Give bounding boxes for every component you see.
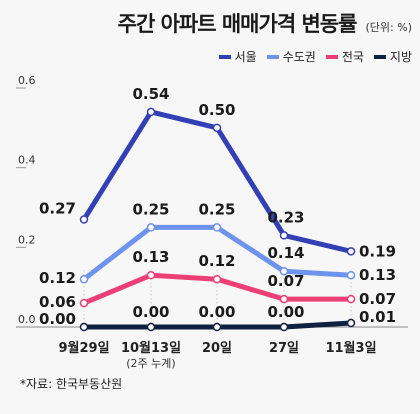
data-point <box>146 322 156 332</box>
data-label: 0.00 <box>267 303 304 321</box>
data-label: 0.07 <box>359 290 396 308</box>
data-label: 0.27 <box>39 199 76 217</box>
data-point <box>212 123 222 133</box>
data-label: 0.00 <box>39 310 76 328</box>
data-label: 0.19 <box>359 242 396 260</box>
legend-label-nationwide: 전국 <box>341 50 364 64</box>
legend-item-capital-area: 수도권 <box>266 48 316 65</box>
data-label: 0.00 <box>132 303 169 321</box>
data-point <box>212 274 222 284</box>
source-note: *자료: 한국부동산원 <box>20 377 123 391</box>
legend-swatch-provinces <box>373 54 386 59</box>
data-point <box>146 270 156 280</box>
legend-swatch-capital-area <box>266 54 279 59</box>
data-point <box>346 318 356 328</box>
data-label: 0.07 <box>267 272 304 290</box>
data-label: 0.25 <box>198 200 235 218</box>
data-point <box>279 231 289 240</box>
data-point <box>79 274 89 284</box>
data-label: 0.00 <box>198 303 235 321</box>
data-label: 0.54 <box>132 85 169 103</box>
data-label: 0.01 <box>359 308 396 326</box>
data-point <box>79 298 89 308</box>
y-tick-label: 0.4 <box>18 154 36 167</box>
x-tick-label: 9월29일 <box>58 340 109 356</box>
data-point <box>146 107 156 117</box>
x-tick-label: 10월13일 <box>121 340 181 356</box>
data-label: 0.13 <box>132 248 169 266</box>
legend-label-capital-area: 수도권 <box>282 50 316 64</box>
data-point <box>279 322 289 332</box>
data-label: 0.14 <box>267 244 304 262</box>
legend-label-provinces: 지방 <box>389 50 412 64</box>
data-label: 0.23 <box>267 208 304 226</box>
chart-title: 주간 아파트 매매가격 변동률 <box>117 12 358 36</box>
legend-swatch-nationwide <box>325 54 338 59</box>
y-tick-label: 0.0 <box>18 313 36 326</box>
data-label: 0.12 <box>39 269 76 287</box>
unit-label: (단위: %) <box>365 21 412 34</box>
legend-item-seoul: 서울 <box>218 48 257 65</box>
data-label: 0.25 <box>132 200 169 218</box>
legend: 서울 수도권 전국 지방 <box>218 48 412 65</box>
data-label: 0.12 <box>198 252 235 270</box>
x-tick-label: 20일 <box>202 341 232 356</box>
data-point <box>212 322 222 332</box>
data-label: 0.13 <box>359 266 396 284</box>
data-point <box>146 223 156 232</box>
data-point <box>346 247 356 256</box>
data-point <box>346 294 356 304</box>
data-point <box>279 266 289 276</box>
x-tick-note: (2주 누계) <box>126 357 175 370</box>
data-point <box>79 215 89 224</box>
data-point <box>79 322 89 332</box>
x-tick-label: 27일 <box>269 341 299 356</box>
chart-header: 주간 아파트 매매가격 변동률 (단위: %) <box>0 8 412 38</box>
y-tick-label: 0.6 <box>18 74 36 87</box>
data-point <box>279 294 289 304</box>
legend-label-seoul: 서울 <box>234 50 257 64</box>
data-label: 0.06 <box>39 293 76 311</box>
y-tick-label: 0.2 <box>18 233 36 246</box>
data-point <box>346 270 356 280</box>
data-point <box>212 223 222 232</box>
legend-item-provinces: 지방 <box>373 48 412 65</box>
legend-item-nationwide: 전국 <box>325 48 364 65</box>
data-label: 0.50 <box>198 101 235 119</box>
legend-swatch-seoul <box>218 54 231 59</box>
x-tick-label: 11월3일 <box>325 340 376 356</box>
